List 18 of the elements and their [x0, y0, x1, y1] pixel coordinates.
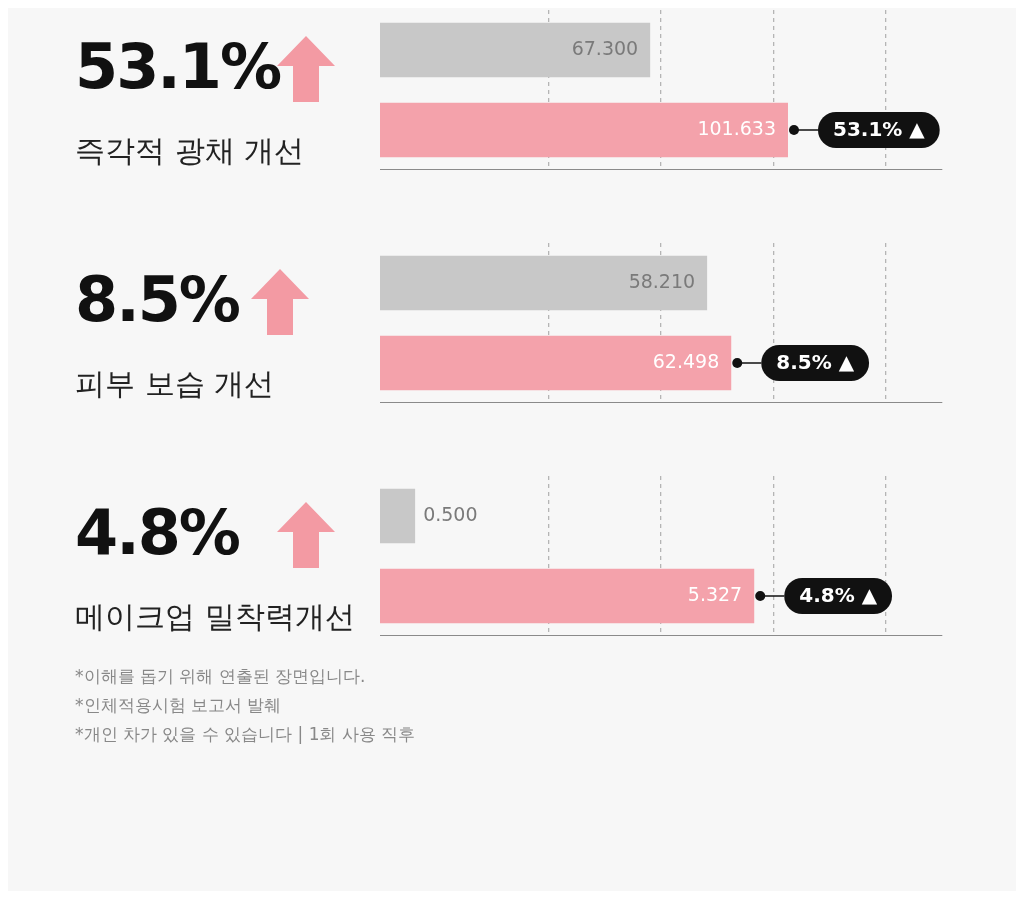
text: *이해를 돕기 위해 연출된 장면입니다.	[75, 665, 367, 688]
text: *개인 차가 있을 수 있습니다 | 1회 사용 직후	[75, 723, 416, 746]
annotation: 53.1% ▲	[832, 117, 926, 142]
chart-title: 4.8%	[75, 496, 239, 569]
data-label: 0.500	[423, 502, 478, 525]
text: 피부 보습 개선	[75, 365, 275, 403]
text: 메이크업 밀착력개선	[75, 598, 355, 636]
data-label: 101.633	[697, 116, 776, 139]
data-label: 58.210	[628, 269, 696, 292]
data-label: 62.498	[652, 349, 720, 372]
data-label: 5.327	[687, 582, 743, 605]
chart-title: 8.5%	[75, 263, 239, 336]
annotation: 8.5% ▲	[776, 350, 855, 375]
chart-title: 53.1%	[75, 30, 281, 103]
text: 즉각적 광채 개선	[75, 132, 305, 170]
text: *인체적용시험 보고서 발췌	[75, 694, 283, 717]
annotation: 4.8% ▲	[799, 583, 878, 608]
data-label: 67.300	[571, 36, 639, 59]
